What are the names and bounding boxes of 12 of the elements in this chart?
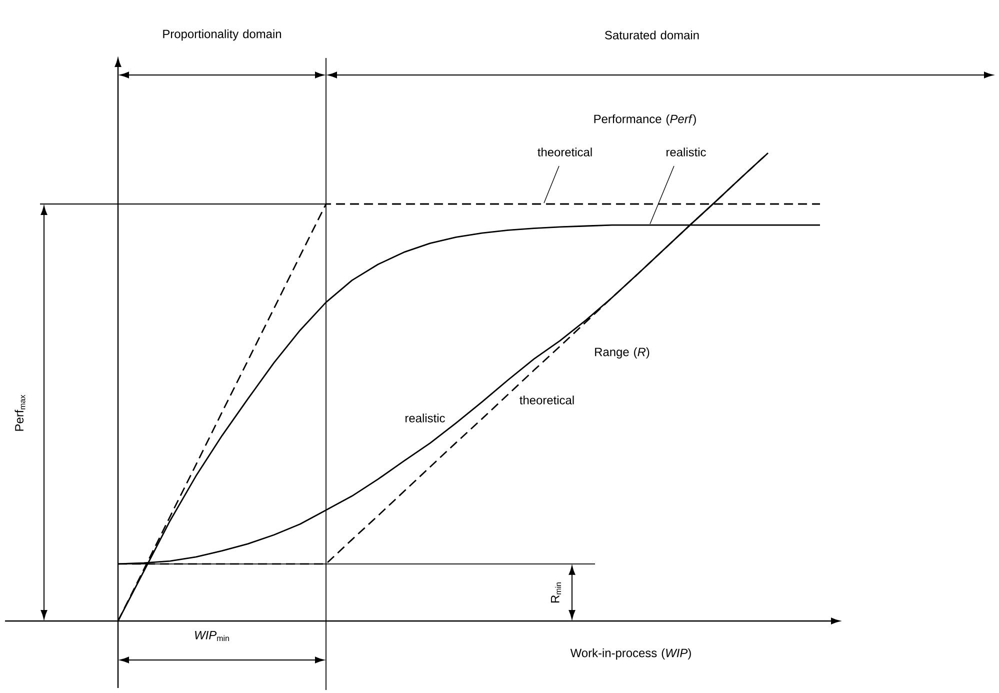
text: Proportionality domain xyxy=(163,29,282,41)
text: Perf$_{max}$ xyxy=(14,394,26,431)
text: WIP$_{min}$ xyxy=(195,630,229,642)
text: Performance (Perf) xyxy=(594,114,696,126)
text: theoretical xyxy=(538,148,592,156)
text: Work-in-process (WIP) xyxy=(570,648,691,660)
series-label: theoretical xyxy=(520,396,574,404)
annotation: Range (R) xyxy=(595,347,650,359)
text: realistic xyxy=(666,148,706,156)
series-label: realistic xyxy=(406,414,445,422)
legend-label: R$_{min}$ xyxy=(551,582,562,602)
text: Saturated domain xyxy=(605,30,699,40)
